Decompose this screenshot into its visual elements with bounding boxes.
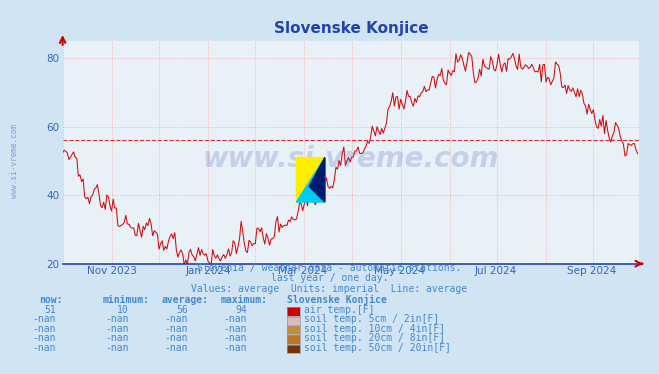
Text: 10: 10	[117, 305, 129, 315]
Text: -nan: -nan	[105, 343, 129, 353]
Text: www.si-vreme.com: www.si-vreme.com	[203, 145, 499, 173]
Text: -nan: -nan	[32, 315, 56, 324]
Text: -nan: -nan	[164, 343, 188, 353]
Text: -nan: -nan	[164, 333, 188, 343]
Text: -nan: -nan	[105, 315, 129, 324]
Text: now:: now:	[40, 295, 63, 305]
Text: -nan: -nan	[32, 343, 56, 353]
Text: -nan: -nan	[105, 333, 129, 343]
Text: soil temp. 5cm / 2in[F]: soil temp. 5cm / 2in[F]	[304, 315, 439, 324]
Text: air temp.[F]: air temp.[F]	[304, 305, 374, 315]
Text: www.si-vreme.com: www.si-vreme.com	[10, 124, 19, 198]
Text: Values: average  Units: imperial  Line: average: Values: average Units: imperial Line: av…	[191, 284, 468, 294]
Text: last year / one day.: last year / one day.	[271, 273, 388, 283]
Text: soil temp. 20cm / 8in[F]: soil temp. 20cm / 8in[F]	[304, 333, 445, 343]
Text: average:: average:	[161, 295, 208, 305]
Text: Slovenske Konjice: Slovenske Konjice	[287, 294, 387, 305]
Text: -nan: -nan	[223, 324, 247, 334]
Text: minimum:: minimum:	[102, 295, 149, 305]
Text: -nan: -nan	[32, 333, 56, 343]
Text: -nan: -nan	[223, 315, 247, 324]
Text: -nan: -nan	[105, 324, 129, 334]
Text: 56: 56	[176, 305, 188, 315]
Text: -nan: -nan	[223, 343, 247, 353]
Polygon shape	[297, 157, 325, 202]
Title: Slovenske Konjice: Slovenske Konjice	[273, 21, 428, 36]
Text: 51: 51	[44, 305, 56, 315]
Text: soil temp. 50cm / 20in[F]: soil temp. 50cm / 20in[F]	[304, 343, 451, 353]
Text: -nan: -nan	[32, 324, 56, 334]
Text: -nan: -nan	[164, 315, 188, 324]
Text: maximum:: maximum:	[221, 295, 268, 305]
Text: Slovenia / weather data - automatic stations.: Slovenia / weather data - automatic stat…	[197, 263, 462, 273]
Text: 94: 94	[235, 305, 247, 315]
Polygon shape	[297, 157, 325, 202]
Polygon shape	[309, 157, 325, 202]
Text: soil temp. 10cm / 4in[F]: soil temp. 10cm / 4in[F]	[304, 324, 445, 334]
Text: -nan: -nan	[164, 324, 188, 334]
Text: -nan: -nan	[223, 333, 247, 343]
